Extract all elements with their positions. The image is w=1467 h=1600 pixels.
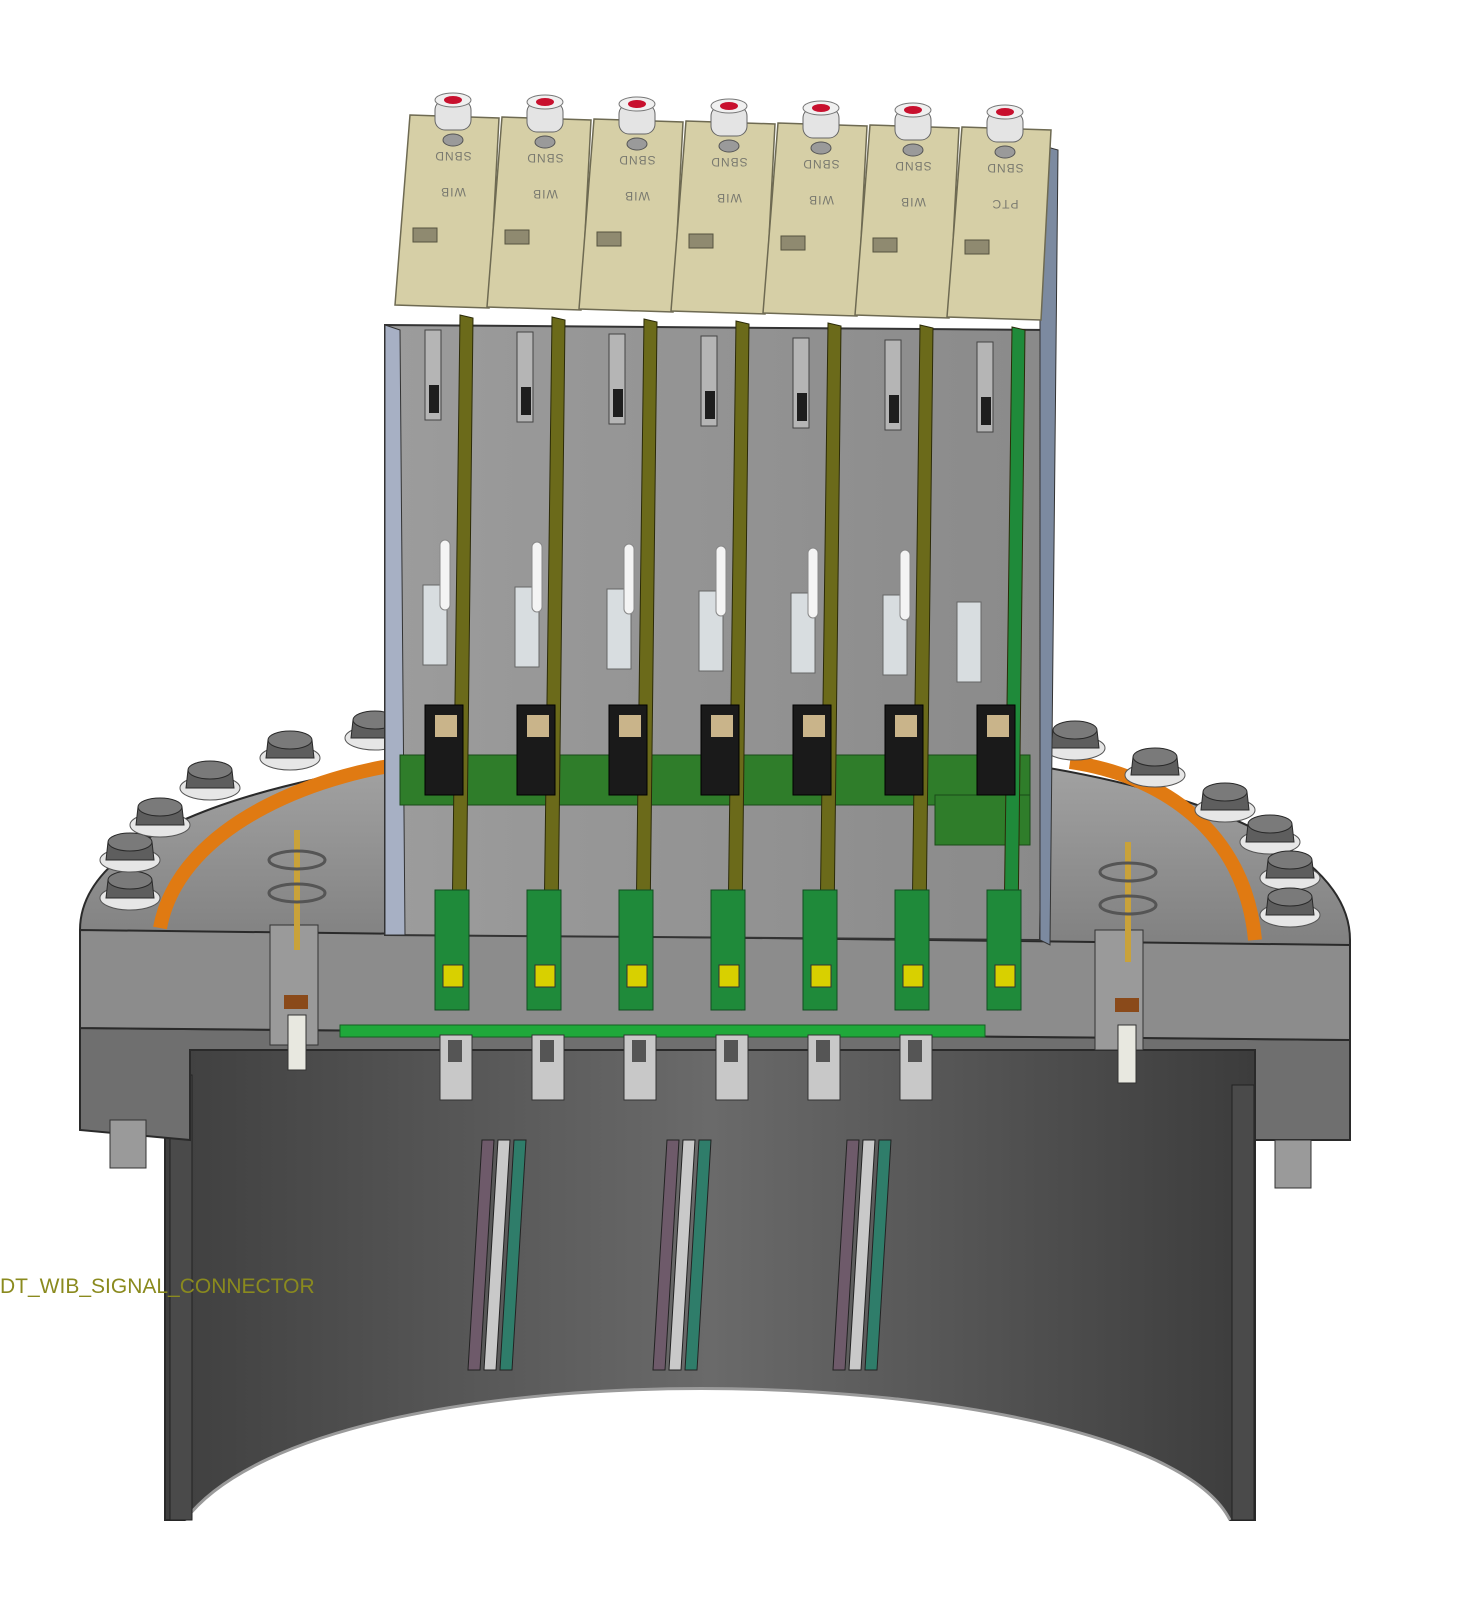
flex-cable-bundle	[832, 1139, 892, 1371]
status-window	[412, 227, 438, 243]
module-label-line2: WIB	[900, 195, 926, 209]
red-button-icon	[628, 100, 646, 108]
red-button-icon	[904, 106, 922, 114]
module-label-line1: SBND	[802, 157, 839, 171]
flex-cables	[467, 1139, 892, 1371]
flex-cable-bundle	[467, 1139, 527, 1371]
cylinder-body	[164, 1039, 1256, 1521]
module-label-line1: SBND	[618, 153, 655, 167]
flex-cable	[467, 1139, 495, 1371]
module-label-line2: WIB	[716, 191, 742, 205]
bolt-head-icon	[259, 730, 321, 771]
flange-board	[894, 889, 930, 1011]
status-window	[872, 237, 898, 253]
status-window	[780, 235, 806, 251]
module-label-line2: WIB	[808, 193, 834, 207]
standoff-block	[956, 601, 982, 683]
flex-cable	[684, 1139, 712, 1371]
flex-cable	[668, 1139, 696, 1371]
flange-bolts	[99, 710, 1321, 928]
module-label-line2: WIB	[440, 185, 466, 199]
module-label-line2: WIB	[624, 189, 650, 203]
crate-module: SBND WIB	[578, 96, 684, 1101]
bolt-head-icon	[129, 797, 191, 838]
flex-cable	[499, 1139, 527, 1371]
flex-cable	[832, 1139, 860, 1371]
red-button-icon	[996, 108, 1014, 116]
flex-cable	[483, 1139, 511, 1371]
bolt-head-icon	[1259, 850, 1321, 891]
module-label-line1: SBND	[434, 149, 471, 163]
crate-module: SBND WIB	[854, 102, 960, 1101]
status-window	[688, 233, 714, 249]
flange-board	[526, 889, 562, 1011]
pin-left	[267, 830, 327, 1071]
flange-board	[434, 889, 470, 1011]
bolt-head-icon	[99, 832, 161, 873]
module-label-line1: SBND	[894, 159, 931, 173]
pin-right	[1094, 842, 1158, 1084]
module-label-line2: PTC	[992, 197, 1019, 211]
status-window	[964, 239, 990, 255]
module-label-line1: SBND	[710, 155, 747, 169]
crate-module: SBND WIB	[486, 94, 592, 1101]
flange-board	[710, 889, 746, 1011]
bolt-head-icon	[1124, 747, 1186, 788]
bolt-head-icon	[1259, 887, 1321, 928]
module-label-line1: SBND	[986, 161, 1023, 175]
bolt-head-icon	[1044, 720, 1106, 761]
red-button-icon	[536, 98, 554, 106]
crate-module: SBND WIB	[762, 100, 868, 1101]
bolt-head-icon	[99, 870, 161, 911]
bolt-head-icon	[179, 760, 241, 801]
flange-board	[618, 889, 654, 1011]
flex-cable	[652, 1139, 680, 1371]
crate-module: SBND PTC	[946, 104, 1052, 1011]
connector-callout-label: DT_WIB_SIGNAL_CONNECTOR	[0, 1275, 315, 1298]
bolt-head-icon	[1194, 782, 1256, 823]
crate-modules: SBND WIB SBND WIB SBND WIB SBND WIB SBND WIB SBND W…	[394, 92, 1052, 1101]
module-label-line2: WIB	[532, 187, 558, 201]
bolt-head-icon	[1239, 814, 1301, 855]
status-window	[596, 231, 622, 247]
flex-cable	[864, 1139, 892, 1371]
red-button-icon	[720, 102, 738, 110]
flange-board	[802, 889, 838, 1011]
status-window	[504, 229, 530, 245]
flex-cable-bundle	[652, 1139, 712, 1371]
crate-module: SBND WIB	[670, 98, 776, 1101]
red-button-icon	[444, 96, 462, 104]
crate-module: SBND WIB	[394, 92, 500, 1101]
red-button-icon	[812, 104, 830, 112]
module-label-line1: SBND	[526, 151, 563, 165]
flex-cable	[848, 1139, 876, 1371]
flange-board	[986, 889, 1022, 1011]
